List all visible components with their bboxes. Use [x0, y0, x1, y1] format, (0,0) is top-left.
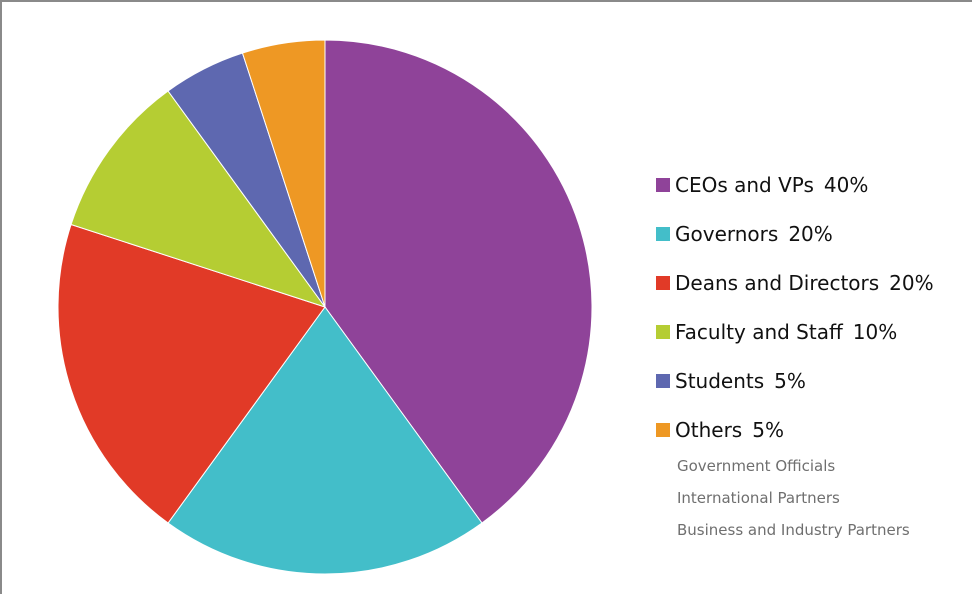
pie-chart-area [57, 39, 593, 575]
legend-value: 10% [852, 320, 898, 344]
legend-value: 20% [788, 222, 833, 246]
pie-slice-governors [167, 306, 483, 575]
legend-swatch-governors [656, 227, 670, 241]
legend-item-ceos-and-vps: CEOs and VPs 40% [656, 168, 972, 202]
legend-item-students: Students 5% [656, 364, 972, 398]
legend-label: Deans and Directors [675, 271, 880, 295]
legend-swatch-deans-and-directors [656, 276, 670, 290]
legend-swatch-students [656, 374, 670, 388]
others-breakdown-list: Government Officials International Partn… [677, 454, 972, 550]
others-breakdown-item: Business and Industry Partners [677, 521, 910, 539]
legend-swatch-ceos-and-vps [656, 178, 670, 192]
others-breakdown-item: Government Officials [677, 457, 836, 475]
pie-slice-ceos-and-vps [324, 39, 593, 524]
legend-label: Others [675, 418, 743, 442]
legend-label: Students [675, 369, 765, 393]
legend-item-governors: Governors 20% [656, 217, 972, 251]
legend-value: 40% [823, 173, 869, 197]
legend-item-others: Others 5% [656, 413, 972, 447]
legend-item-faculty-and-staff: Faculty and Staff 10% [656, 315, 972, 349]
pie-chart [57, 39, 593, 575]
legend-label: Governors [675, 222, 779, 246]
pie-slice-deans-and-directors [57, 223, 326, 524]
legend-value: 5% [752, 418, 784, 442]
legend-item-deans-and-directors: Deans and Directors 20% [656, 266, 972, 300]
legend-label: Faculty and Staff [675, 320, 843, 344]
legend-swatch-faculty-and-staff [656, 325, 670, 339]
legend-label: CEOs and VPs [675, 173, 814, 197]
pie-slice-faculty-and-staff [70, 90, 327, 308]
others-breakdown-item: International Partners [677, 489, 840, 507]
legend-swatch-others [656, 423, 670, 437]
legend: CEOs and VPs 40% Governors 20% Deans and… [656, 168, 972, 447]
legend-value: 20% [889, 271, 934, 295]
pie-slice-others [241, 39, 326, 308]
legend-value: 5% [774, 369, 806, 393]
